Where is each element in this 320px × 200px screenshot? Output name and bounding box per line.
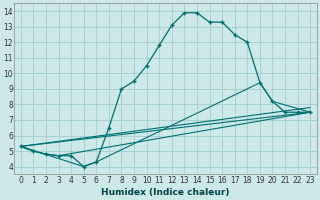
X-axis label: Humidex (Indice chaleur): Humidex (Indice chaleur): [101, 188, 230, 197]
